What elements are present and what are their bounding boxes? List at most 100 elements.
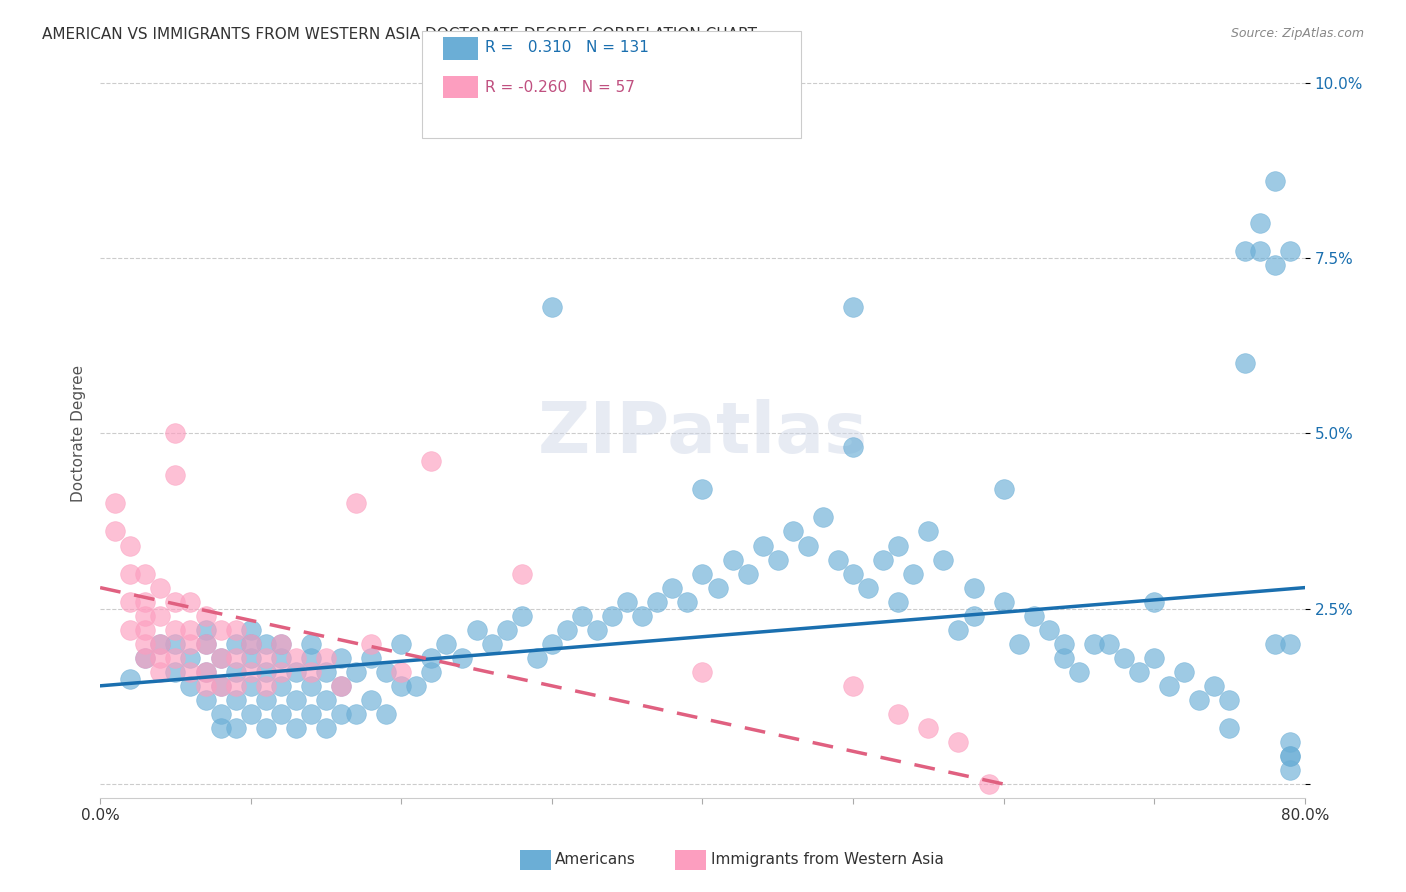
Point [239,637,262,651]
Point [225,637,247,651]
Point [887,706,910,721]
Point [315,665,337,679]
Point [254,665,277,679]
Point [600,608,623,623]
Point [194,693,217,707]
Point [209,679,232,693]
Point [270,706,292,721]
Point [270,679,292,693]
Point [179,594,201,608]
Point [1083,637,1105,651]
Point [766,552,789,566]
Point [239,637,262,651]
Point [692,566,714,581]
Point [721,552,744,566]
Point [330,679,353,693]
Point [284,721,307,735]
Point [389,679,412,693]
Point [344,496,367,510]
Point [1249,244,1271,258]
Point [225,721,247,735]
Point [842,300,865,314]
Point [344,706,367,721]
Point [194,665,217,679]
Point [932,552,955,566]
Point [179,650,201,665]
Point [225,623,247,637]
Point [149,581,172,595]
Text: Immigrants from Western Asia: Immigrants from Western Asia [711,853,945,867]
Point [948,735,970,749]
Point [1278,637,1301,651]
Point [239,650,262,665]
Text: R = -0.260   N = 57: R = -0.260 N = 57 [485,80,636,95]
Point [903,566,925,581]
Point [209,721,232,735]
Point [797,539,820,553]
Point [134,594,156,608]
Point [481,637,503,651]
Point [284,693,307,707]
Point [225,665,247,679]
Point [270,665,292,679]
Point [977,777,1000,791]
Point [330,679,353,693]
Text: R =   0.310   N = 131: R = 0.310 N = 131 [485,40,650,54]
Point [751,539,773,553]
Point [1204,679,1226,693]
Text: Source: ZipAtlas.com: Source: ZipAtlas.com [1230,27,1364,40]
Point [1143,650,1166,665]
Point [676,594,699,608]
Point [645,594,668,608]
Point [209,706,232,721]
Point [1112,650,1135,665]
Point [284,650,307,665]
Point [1022,608,1045,623]
Point [405,679,427,693]
Point [179,665,201,679]
Point [692,665,714,679]
Point [194,665,217,679]
Point [420,650,443,665]
Point [315,650,337,665]
Point [541,637,564,651]
Point [315,721,337,735]
Point [225,693,247,707]
Point [360,637,382,651]
Point [661,581,683,595]
Point [149,608,172,623]
Point [299,706,322,721]
Point [209,650,232,665]
Point [1249,216,1271,230]
Point [360,650,382,665]
Point [134,650,156,665]
Point [120,566,142,581]
Point [209,650,232,665]
Point [1128,665,1150,679]
Point [270,637,292,651]
Point [375,665,398,679]
Point [872,552,894,566]
Point [149,650,172,665]
Point [706,581,728,595]
Point [225,650,247,665]
Point [465,623,488,637]
Point [194,637,217,651]
Point [120,672,142,686]
Point [842,566,865,581]
Point [692,483,714,497]
Point [782,524,804,539]
Point [389,665,412,679]
Point [239,623,262,637]
Point [1053,650,1076,665]
Point [179,679,201,693]
Point [330,706,353,721]
Point [344,665,367,679]
Point [541,300,564,314]
Point [526,650,548,665]
Point [120,539,142,553]
Point [360,693,382,707]
Point [299,679,322,693]
Point [917,524,939,539]
Point [254,721,277,735]
